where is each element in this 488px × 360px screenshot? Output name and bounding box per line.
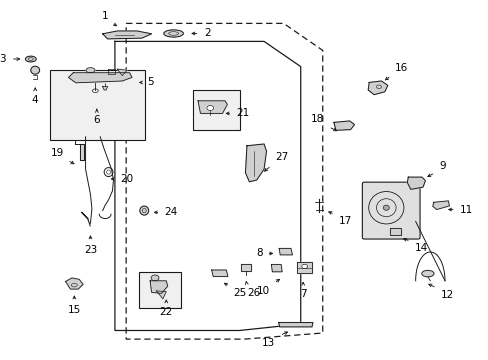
Text: 6: 6 (93, 115, 100, 125)
Polygon shape (407, 177, 425, 189)
Text: 19: 19 (50, 148, 63, 158)
Text: 13: 13 (262, 338, 275, 347)
Bar (193, 90, 239, 130)
Ellipse shape (383, 205, 388, 210)
Ellipse shape (421, 270, 433, 277)
Text: 17: 17 (338, 216, 351, 226)
Bar (139, 272, 181, 308)
Text: 3: 3 (0, 54, 6, 64)
Ellipse shape (140, 206, 148, 215)
Text: 22: 22 (159, 307, 173, 318)
Polygon shape (102, 31, 151, 39)
Polygon shape (333, 121, 354, 130)
Text: 21: 21 (236, 108, 249, 118)
Polygon shape (271, 265, 282, 272)
Ellipse shape (206, 105, 213, 111)
Polygon shape (65, 278, 83, 289)
Text: 12: 12 (440, 290, 453, 300)
Text: 10: 10 (257, 286, 270, 296)
Ellipse shape (86, 68, 95, 73)
Polygon shape (102, 86, 107, 90)
Polygon shape (117, 69, 127, 76)
Ellipse shape (31, 66, 40, 74)
Polygon shape (211, 270, 227, 276)
Ellipse shape (301, 264, 307, 269)
Bar (50, 70, 145, 140)
Text: 7: 7 (299, 289, 306, 299)
Polygon shape (156, 291, 166, 299)
Polygon shape (198, 101, 227, 113)
Polygon shape (80, 144, 84, 160)
Polygon shape (432, 201, 448, 210)
Polygon shape (240, 264, 251, 271)
Text: 15: 15 (67, 305, 81, 315)
Text: 18: 18 (310, 114, 324, 125)
Polygon shape (150, 281, 167, 293)
Text: 26: 26 (247, 288, 260, 298)
FancyBboxPatch shape (362, 182, 419, 239)
Ellipse shape (151, 275, 159, 281)
Text: 23: 23 (83, 245, 97, 255)
Polygon shape (389, 228, 400, 235)
Text: 4: 4 (32, 95, 39, 105)
Text: 5: 5 (147, 77, 154, 87)
Polygon shape (279, 248, 292, 255)
Polygon shape (297, 262, 311, 273)
Text: 14: 14 (414, 243, 427, 253)
Text: 25: 25 (233, 288, 246, 298)
Text: 11: 11 (459, 204, 472, 215)
Text: 27: 27 (275, 152, 288, 162)
Polygon shape (278, 323, 312, 327)
Polygon shape (245, 144, 266, 182)
Text: 24: 24 (164, 207, 177, 217)
Text: 20: 20 (120, 174, 133, 184)
Text: 8: 8 (255, 248, 262, 258)
Ellipse shape (25, 56, 36, 62)
Text: 2: 2 (203, 28, 210, 39)
Text: 16: 16 (394, 63, 407, 73)
Polygon shape (367, 81, 387, 95)
Polygon shape (68, 73, 132, 83)
Text: 9: 9 (439, 161, 445, 171)
Ellipse shape (163, 30, 183, 37)
Text: 1: 1 (102, 11, 108, 21)
